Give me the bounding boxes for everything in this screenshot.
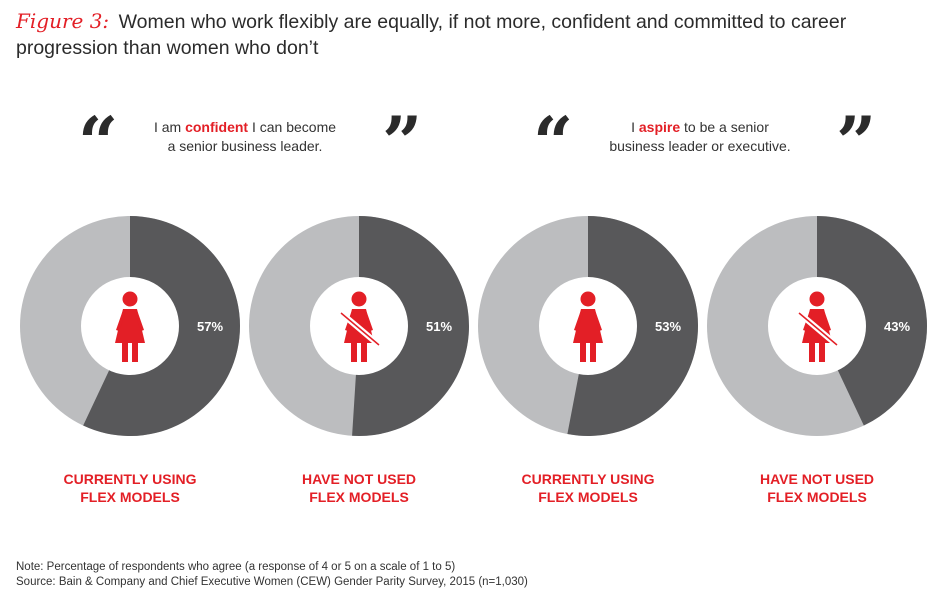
category-label-line2: FLEX MODELS (80, 489, 180, 505)
value-label: 57% (197, 319, 223, 334)
donut-icon-group (573, 291, 603, 362)
quote-highlight: aspire (638, 119, 681, 135)
donut-icon-group (115, 291, 145, 362)
quote-text-post: to be a senior (680, 119, 769, 135)
woman-head (122, 291, 138, 307)
donut-chart-aspire-using-flex: 53% (478, 216, 699, 436)
donut-chart-confident-using-flex: 57% (20, 216, 241, 436)
category-label: HAVE NOT USED FLEX MODELS (717, 470, 917, 506)
donut-slice-agree (817, 216, 927, 426)
category-label: CURRENTLY USING FLEX MODELS (488, 470, 688, 506)
woman-leg-right (590, 342, 596, 362)
quote-text-line2: business leader or executive. (609, 138, 791, 154)
close-quote-icon: ” (836, 101, 877, 184)
woman-arm-right (135, 310, 144, 331)
category-label-line1: CURRENTLY USING (521, 471, 655, 487)
source-text: Source: Bain & Company and Chief Executi… (16, 576, 528, 588)
figure-title: Women who work flexibly are equally, if … (16, 11, 847, 59)
woman-arm-left (574, 310, 583, 331)
category-label-line2: FLEX MODELS (309, 489, 409, 505)
close-quote-icon: ” (382, 101, 423, 184)
woman-leg-right (819, 342, 825, 362)
woman-leg-left (351, 342, 357, 362)
value-label: 51% (426, 319, 452, 334)
woman-head (809, 291, 825, 307)
category-label-line1: CURRENTLY USING (63, 471, 197, 487)
category-label-line1: HAVE NOT USED (759, 471, 875, 487)
cross-sash-edge (798, 312, 838, 346)
value-label: 53% (655, 319, 681, 334)
category-label-line2: FLEX MODELS (538, 489, 638, 505)
quote-text-pre: I am (153, 119, 186, 135)
woman-leg-left (580, 342, 586, 362)
category-label: CURRENTLY USING FLEX MODELS (30, 470, 230, 506)
quote-text-line2: a senior business leader. (167, 138, 323, 154)
woman-arm-left (116, 310, 125, 331)
note-text: Note: Percentage of respondents who agre… (16, 561, 456, 573)
woman-leg-right (132, 342, 138, 362)
figure-label: Figure 3: (16, 9, 110, 33)
woman-leg-left (122, 342, 128, 362)
woman-leg-left (809, 342, 815, 362)
quote-text-pre: I (631, 119, 639, 135)
woman-icon (573, 291, 603, 362)
woman-icon (115, 291, 145, 362)
woman-arm-right (364, 310, 373, 331)
woman-arm-right (593, 310, 602, 331)
open-quote-icon: “ (78, 101, 119, 184)
donut-icon-group (797, 291, 839, 362)
page-title: Figure 3: Women who work flexibly are eq… (16, 8, 941, 61)
donut-slice-agree (352, 216, 470, 436)
cross-sash-edge (340, 312, 380, 346)
donut-chart-confident-not-using-flex: 51% (249, 216, 470, 436)
woman-head (351, 291, 367, 307)
quote-confident: I am confident I can become a senior bus… (115, 118, 375, 156)
quote-aspire: I aspire to be a senior business leader … (570, 118, 830, 156)
open-quote-icon: “ (533, 101, 574, 184)
category-label: HAVE NOT USED FLEX MODELS (259, 470, 459, 506)
woman-crossed-icon (797, 291, 839, 362)
category-label-line2: FLEX MODELS (767, 489, 867, 505)
woman-arm-right (822, 310, 831, 331)
woman-leg-right (361, 342, 367, 362)
donut-chart-aspire-not-using-flex: 43% (707, 216, 927, 436)
value-label: 43% (884, 319, 910, 334)
donut-icon-group (339, 291, 381, 362)
quote-text-post: I can become (248, 119, 337, 135)
footnote: Note: Percentage of respondents who agre… (16, 560, 528, 590)
woman-head (580, 291, 596, 307)
quote-highlight: confident (185, 119, 249, 135)
woman-crossed-icon (339, 291, 381, 362)
category-label-line1: HAVE NOT USED (301, 471, 417, 487)
